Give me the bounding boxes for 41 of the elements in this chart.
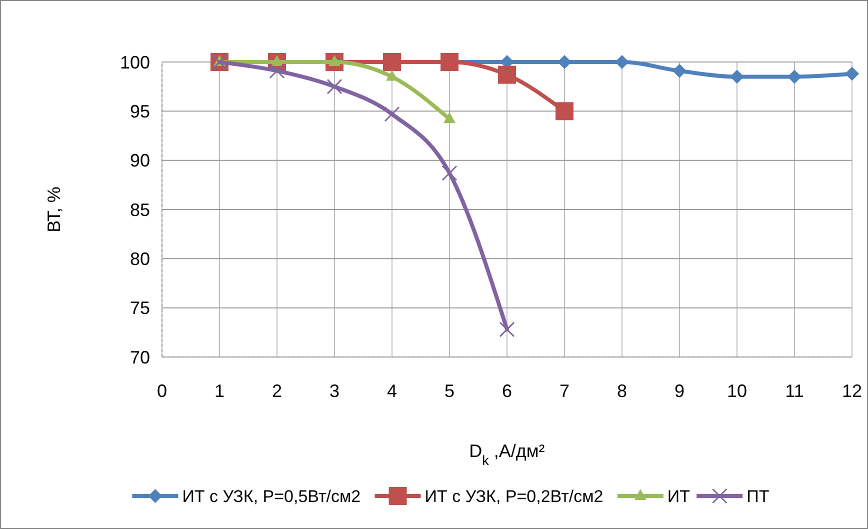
point xyxy=(384,106,400,122)
point xyxy=(498,66,516,84)
point xyxy=(269,63,285,79)
x-tick-label: 11 xyxy=(785,381,804,401)
point xyxy=(383,53,401,71)
point xyxy=(672,64,686,78)
point xyxy=(499,322,515,338)
y-tick-label: 75 xyxy=(130,298,150,318)
y-tick-label: 70 xyxy=(130,347,150,368)
x-tick-label: 1 xyxy=(214,381,225,401)
x-tick-label: 4 xyxy=(386,381,398,401)
x-tick-label: 2 xyxy=(272,381,282,401)
y-tick-label: 85 xyxy=(130,200,150,220)
y-tick-label: 95 xyxy=(130,101,150,122)
x-tick-label: 7 xyxy=(559,381,570,401)
y-tick-label: 80 xyxy=(130,248,150,269)
y-tick-label: 100 xyxy=(120,52,150,72)
point xyxy=(845,66,859,81)
x-tick-label: 10 xyxy=(726,381,748,401)
x-tick-label: 12 xyxy=(842,381,862,401)
x-tick-label: 0 xyxy=(156,381,168,401)
point xyxy=(558,55,572,69)
legend-label: ИТ с УЗК, Р=0,2Вт/см2 xyxy=(424,486,604,506)
legend-label: ПТ xyxy=(746,486,770,506)
legend-label: ИТ с УЗК, Р=0,5Вт/см2 xyxy=(182,486,361,506)
point xyxy=(615,55,629,69)
point xyxy=(326,78,342,94)
x-axis-title: D$_{k}$ ,А/дм² xyxy=(469,441,545,468)
point xyxy=(730,70,744,84)
point xyxy=(788,70,802,84)
point xyxy=(444,112,456,124)
point xyxy=(556,102,574,120)
point xyxy=(442,165,458,181)
x-tick-label: 9 xyxy=(674,381,685,401)
y-tick-label: 90 xyxy=(130,150,150,171)
x-tick-label: 6 xyxy=(502,381,512,401)
legend-label: ИТ xyxy=(667,486,690,506)
y-axis-title: ВТ, % xyxy=(44,186,64,232)
x-tick-label: 5 xyxy=(444,381,455,401)
x-tick-label: 8 xyxy=(616,381,628,401)
x-tick-label: 3 xyxy=(329,381,340,401)
